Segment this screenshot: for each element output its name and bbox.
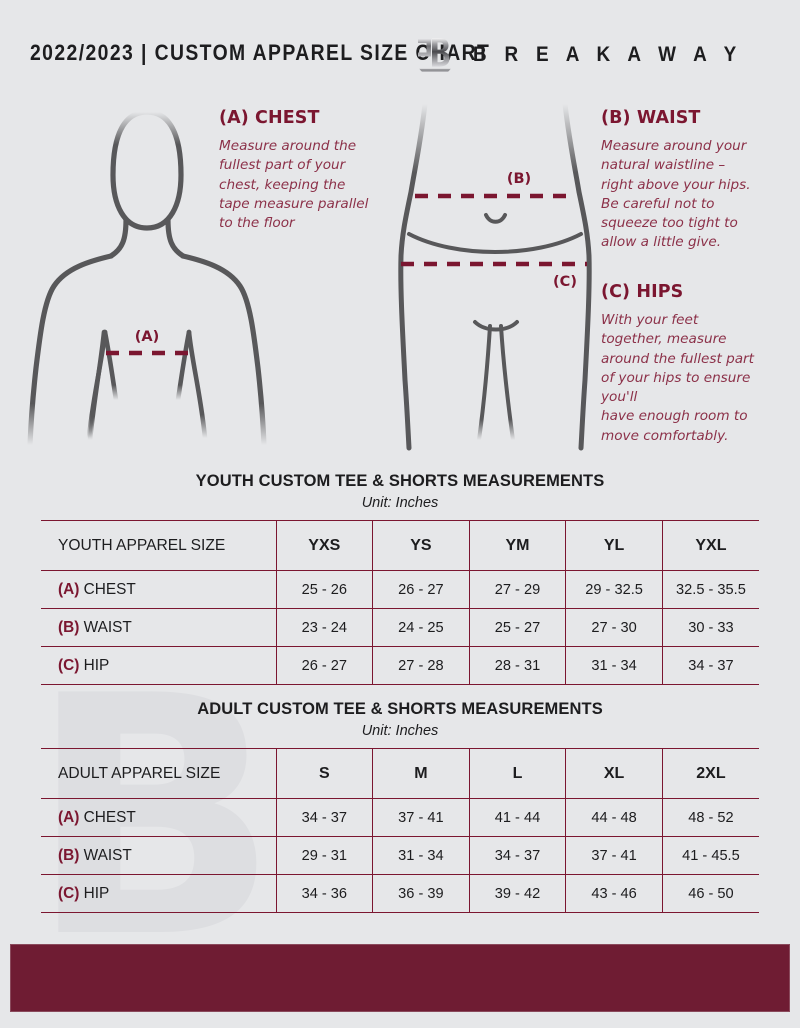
youth-hip-ym: 28 - 31 bbox=[469, 646, 567, 685]
adult-hip-2xl: 46 - 50 bbox=[662, 874, 759, 913]
youth-size-header-4: YXL bbox=[662, 520, 759, 571]
youth-waist-yxl: 30 - 33 bbox=[662, 608, 759, 647]
callout-waist-heading: (B) WAIST bbox=[601, 108, 701, 128]
youth-table-block: YOUTH CUSTOM TEE & SHORTS MEASUREMENTS U… bbox=[0, 472, 800, 685]
table-row: (A) CHEST 25 - 26 26 - 27 27 - 29 29 - 3… bbox=[41, 570, 759, 609]
row-name-waist: WAIST bbox=[83, 846, 132, 864]
youth-size-header-3: YL bbox=[565, 520, 663, 571]
hips-marker-label: (C) bbox=[553, 274, 577, 290]
adult-size-header-3: XL bbox=[565, 748, 663, 799]
row-tag-b: (B) bbox=[58, 618, 80, 636]
youth-table-unit: Unit: Inches bbox=[361, 495, 439, 511]
callout-hips: (C) HIPS With your feet together, measur… bbox=[601, 282, 795, 446]
adult-chest-2xl: 48 - 52 bbox=[662, 798, 759, 837]
youth-row-label-header: YOUTH APPAREL SIZE bbox=[41, 520, 277, 571]
youth-hip-yxs: 26 - 27 bbox=[276, 646, 374, 685]
youth-waist-ym: 25 - 27 bbox=[469, 608, 567, 647]
row-tag-c: (C) bbox=[58, 656, 80, 674]
youth-chest-yxl: 32.5 - 35.5 bbox=[662, 570, 759, 609]
row-name-chest: CHEST bbox=[83, 808, 136, 826]
adult-waist-xl: 37 - 41 bbox=[565, 836, 663, 875]
adult-waist-m: 31 - 34 bbox=[372, 836, 470, 875]
table-header-row: ADULT APPAREL SIZE S M L XL 2XL bbox=[41, 748, 759, 799]
adult-chest-xl: 44 - 48 bbox=[565, 798, 663, 837]
youth-waist-yxs: 23 - 24 bbox=[276, 608, 374, 647]
callout-chest-heading: (A) CHEST bbox=[219, 108, 320, 128]
adult-table-unit: Unit: Inches bbox=[361, 723, 439, 739]
page-title: 2022/2023 | CUSTOM APPAREL SIZE CHART bbox=[30, 40, 491, 65]
youth-waist-yl: 27 - 30 bbox=[565, 608, 663, 647]
measurement-diagrams: (A) bbox=[0, 96, 800, 466]
adult-chest-l: 41 - 44 bbox=[469, 798, 567, 837]
row-tag-c: (C) bbox=[58, 884, 80, 902]
row-tag-a: (A) bbox=[58, 808, 80, 826]
youth-hip-ys: 27 - 28 bbox=[372, 646, 470, 685]
row-name-hip: HIP bbox=[83, 884, 110, 902]
adult-hip-m: 36 - 39 bbox=[372, 874, 470, 913]
callout-chest: (A) CHEST Measure around the fullest par… bbox=[219, 108, 397, 233]
adult-chest-m: 37 - 41 bbox=[372, 798, 470, 837]
brand-lockup: B R E A K A W A Y bbox=[413, 32, 772, 78]
chest-marker-label: (A) bbox=[135, 329, 159, 345]
youth-hip-yl: 31 - 34 bbox=[565, 646, 663, 685]
adult-hip-s: 34 - 36 bbox=[276, 874, 374, 913]
row-tag-b: (B) bbox=[58, 846, 80, 864]
adult-size-header-2: L bbox=[469, 748, 567, 799]
adult-table-title: ADULT CUSTOM TEE & SHORTS MEASUREMENTS bbox=[197, 700, 603, 718]
table-row: (B) WAIST 23 - 24 24 - 25 25 - 27 27 - 3… bbox=[41, 608, 759, 647]
youth-table-title: YOUTH CUSTOM TEE & SHORTS MEASUREMENTS bbox=[195, 472, 605, 490]
callout-chest-body: Measure around the fullest part of your … bbox=[219, 138, 369, 232]
adult-row-name-waist: (B) WAIST bbox=[41, 836, 277, 875]
table-row: (C) HIP 26 - 27 27 - 28 28 - 31 31 - 34 … bbox=[41, 646, 759, 685]
adult-size-header-1: M bbox=[372, 748, 470, 799]
row-name-chest: CHEST bbox=[83, 580, 136, 598]
youth-row-name-waist: (B) WAIST bbox=[41, 608, 277, 647]
table-row: (C) HIP 34 - 36 36 - 39 39 - 42 43 - 46 … bbox=[41, 874, 759, 913]
callout-hips-body: With your feet together, measure around … bbox=[601, 312, 754, 444]
youth-size-table: YOUTH APPAREL SIZE YXS YS YM YL YXL (A) … bbox=[41, 520, 759, 685]
youth-row-name-hip: (C) HIP bbox=[41, 646, 277, 685]
adult-table-block: ADULT CUSTOM TEE & SHORTS MEASUREMENTS U… bbox=[0, 700, 800, 913]
page-header: 2022/2023 | CUSTOM APPAREL SIZE CHART bbox=[0, 0, 800, 96]
callout-waist: (B) WAIST Measure around your natural wa… bbox=[601, 108, 791, 253]
adult-hip-l: 39 - 42 bbox=[469, 874, 567, 913]
adult-hip-xl: 43 - 46 bbox=[565, 874, 663, 913]
callout-waist-body: Measure around your natural waistline – … bbox=[601, 138, 751, 251]
table-row: (A) CHEST 34 - 37 37 - 41 41 - 44 44 - 4… bbox=[41, 798, 759, 837]
youth-size-header-1: YS bbox=[372, 520, 470, 571]
hips-diagram: (B) (C) bbox=[398, 101, 592, 451]
youth-chest-ym: 27 - 29 bbox=[469, 570, 567, 609]
adult-waist-2xl: 41 - 45.5 bbox=[662, 836, 759, 875]
row-name-hip: HIP bbox=[83, 656, 110, 674]
adult-size-header-0: S bbox=[276, 748, 374, 799]
adult-chest-s: 34 - 37 bbox=[276, 798, 374, 837]
footer-banner bbox=[10, 944, 790, 1012]
adult-row-name-hip: (C) HIP bbox=[41, 874, 277, 913]
table-header-row: YOUTH APPAREL SIZE YXS YS YM YL YXL bbox=[41, 520, 759, 571]
row-name-waist: WAIST bbox=[83, 618, 132, 636]
table-row: (B) WAIST 29 - 31 31 - 34 34 - 37 37 - 4… bbox=[41, 836, 759, 875]
callout-hips-heading: (C) HIPS bbox=[601, 282, 684, 302]
row-tag-a: (A) bbox=[58, 580, 80, 598]
torso-diagram: (A) bbox=[27, 109, 267, 448]
adult-waist-s: 29 - 31 bbox=[276, 836, 374, 875]
adult-size-header-4: 2XL bbox=[662, 748, 759, 799]
youth-size-header-0: YXS bbox=[276, 520, 374, 571]
youth-waist-ys: 24 - 25 bbox=[372, 608, 470, 647]
youth-size-header-2: YM bbox=[469, 520, 567, 571]
brand-wordmark: B R E A K A W A Y bbox=[472, 43, 743, 66]
adult-size-table: ADULT APPAREL SIZE S M L XL 2XL (A) CHES… bbox=[41, 748, 759, 913]
adult-row-name-chest: (A) CHEST bbox=[41, 798, 277, 837]
youth-chest-yl: 29 - 32.5 bbox=[565, 570, 663, 609]
adult-row-label-header: ADULT APPAREL SIZE bbox=[41, 748, 277, 799]
adult-waist-l: 34 - 37 bbox=[469, 836, 567, 875]
youth-hip-yxl: 34 - 37 bbox=[662, 646, 759, 685]
breakaway-b-logo-icon bbox=[417, 38, 451, 72]
youth-chest-ys: 26 - 27 bbox=[372, 570, 470, 609]
waist-marker-label: (B) bbox=[507, 171, 531, 187]
youth-chest-yxs: 25 - 26 bbox=[276, 570, 374, 609]
youth-row-name-chest: (A) CHEST bbox=[41, 570, 277, 609]
